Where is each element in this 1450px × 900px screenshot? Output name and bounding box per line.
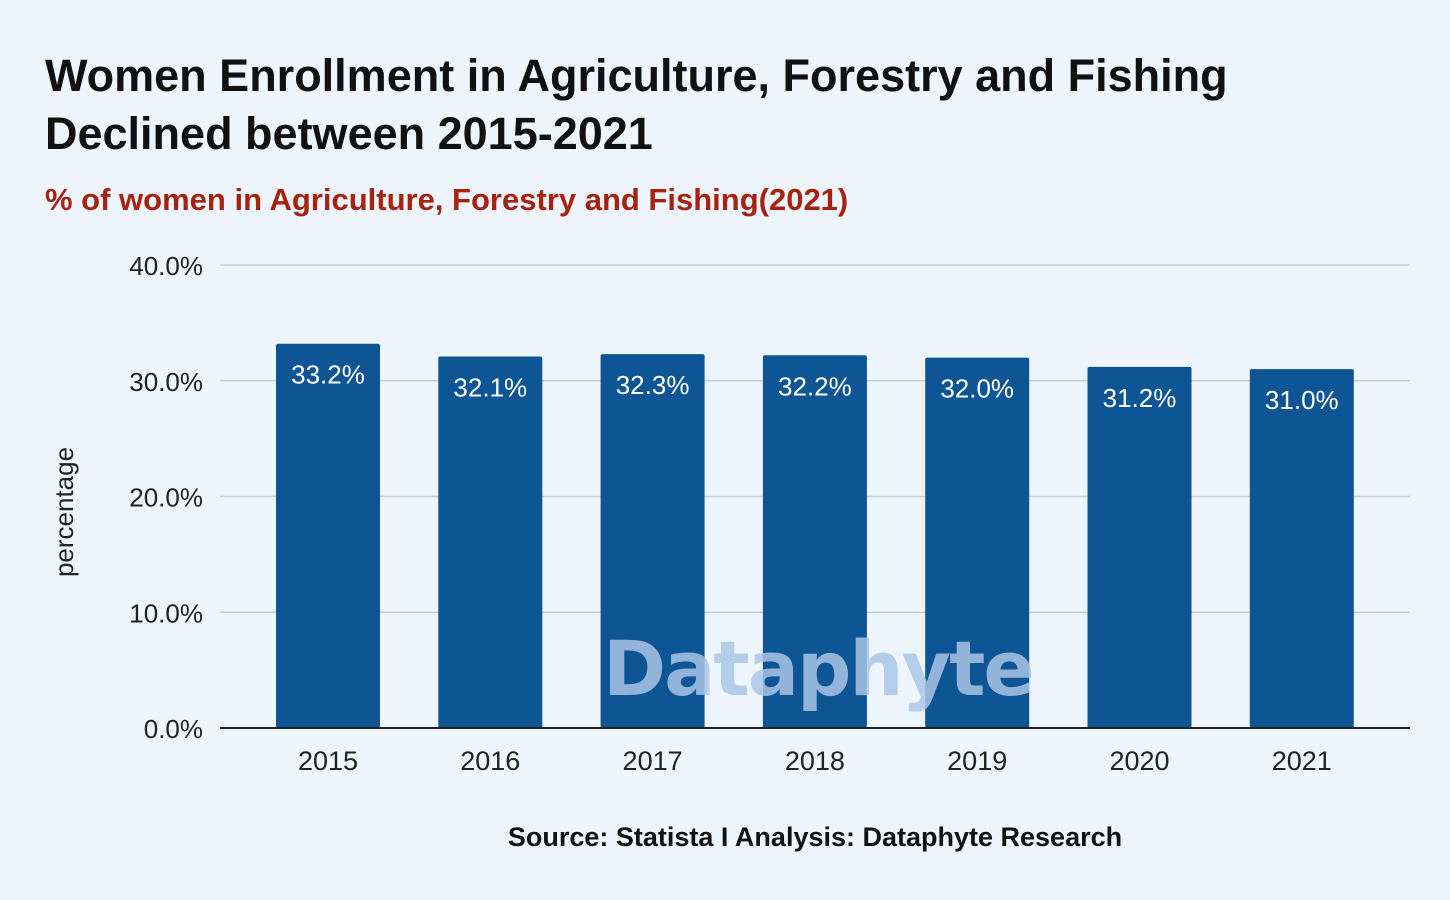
y-tick-label: 0.0%	[144, 714, 203, 744]
bar	[762, 355, 867, 728]
bar	[438, 356, 543, 728]
y-tick-label: 20.0%	[129, 483, 203, 513]
source-note: Source: Statista I Analysis: Dataphyte R…	[507, 822, 1123, 852]
chart-title-line-2: Declined between 2015-2021	[45, 108, 653, 159]
y-tick-label: 40.0%	[129, 251, 203, 281]
bar	[925, 357, 1030, 728]
chart-subtitle: % of women in Agriculture, Forestry and …	[45, 182, 849, 217]
bar	[600, 354, 705, 728]
y-tick-label: 30.0%	[129, 367, 203, 397]
bar-value-label: 32.3%	[616, 370, 690, 400]
bar	[1249, 369, 1354, 728]
bar-value-label: 31.0%	[1265, 385, 1339, 415]
bar-value-label: 32.2%	[778, 371, 852, 401]
bar-value-label: 32.1%	[453, 372, 527, 402]
x-tick-label: 2020	[1109, 746, 1169, 776]
bar-value-label: 32.0%	[940, 374, 1014, 404]
chart-title-line-1: Women Enrollment in Agriculture, Forestr…	[45, 50, 1228, 101]
bar	[1087, 366, 1192, 728]
x-tick-label: 2016	[460, 746, 520, 776]
x-tick-label: 2021	[1272, 746, 1332, 776]
dataphyte-watermark: Dataphyte	[603, 624, 1033, 713]
x-tick-label: 2018	[785, 746, 845, 776]
chart-title: Women Enrollment in Agriculture, Forestr…	[45, 47, 1405, 163]
x-tick-label: 2017	[623, 746, 683, 776]
y-axis-title: percentage	[49, 447, 79, 577]
bar-value-label: 31.2%	[1103, 383, 1177, 413]
bar-value-label: 33.2%	[291, 360, 365, 390]
bar	[276, 343, 380, 728]
x-tick-label: 2019	[947, 746, 1007, 776]
x-tick-label: 2015	[298, 746, 358, 776]
y-tick-label: 10.0%	[129, 598, 203, 628]
